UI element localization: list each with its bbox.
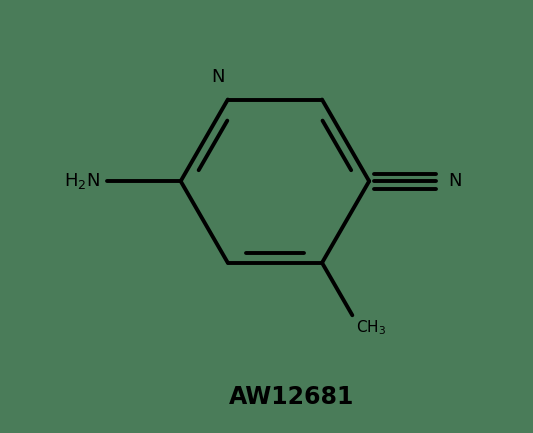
- Text: CH$_3$: CH$_3$: [356, 319, 386, 337]
- Text: H$_2$N: H$_2$N: [64, 171, 100, 191]
- Text: N: N: [211, 68, 224, 86]
- Text: AW12681: AW12681: [229, 385, 354, 409]
- Text: N: N: [448, 172, 462, 190]
